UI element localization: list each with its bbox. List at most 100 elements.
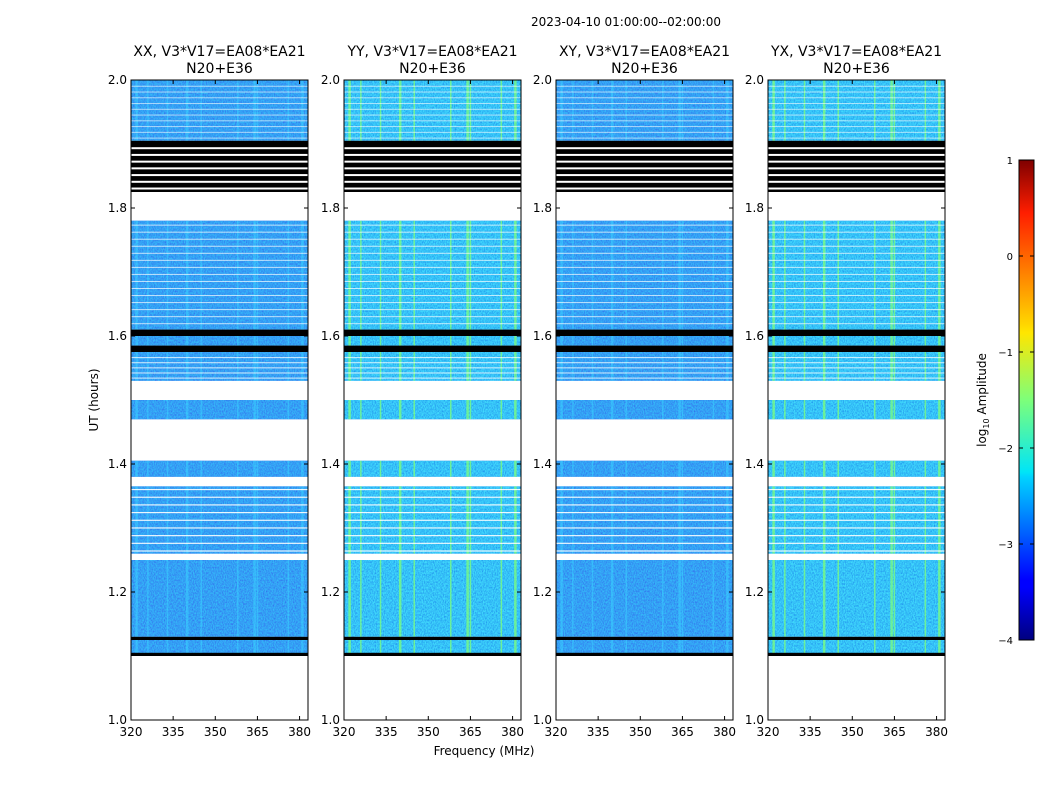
flag-line [768, 527, 945, 529]
flag-line [768, 372, 945, 374]
flag-line [344, 153, 521, 156]
flag-line [344, 238, 521, 240]
flag-line [556, 295, 733, 297]
flag-line [344, 295, 521, 297]
flag-line [556, 377, 733, 379]
flag-line [131, 160, 308, 163]
y-tick-label: 2.0 [321, 73, 340, 87]
x-tick-label: 320 [120, 725, 143, 739]
flag-line [131, 126, 308, 128]
flag-line [344, 367, 521, 369]
flag-line [556, 108, 733, 110]
flag-line [556, 245, 733, 247]
flag-line [344, 167, 521, 170]
flag-line [344, 519, 521, 521]
flag-line [344, 288, 521, 289]
flag-line [131, 167, 308, 170]
flag-line [556, 224, 733, 226]
flag-line [768, 512, 945, 514]
flag-line [344, 224, 521, 226]
flag-line [556, 302, 733, 304]
flag-line [556, 542, 733, 544]
flagged-band [768, 652, 945, 656]
panel-title: YY, V3*V17=EA08*EA21 [346, 44, 517, 60]
flag-line [131, 91, 308, 93]
flag-line [344, 372, 521, 374]
flag-line [768, 153, 945, 156]
flag-line [131, 180, 308, 183]
flag-line [768, 238, 945, 240]
flag-line [768, 377, 945, 379]
flag-line [768, 316, 945, 318]
flag-line [344, 245, 521, 247]
flag-line [344, 160, 521, 163]
flag-line [344, 550, 521, 552]
flag-line [768, 266, 945, 268]
y-tick-label: 1.0 [108, 713, 127, 727]
flag-line [131, 488, 308, 491]
flag-line [131, 527, 308, 529]
x-tick-label: 380 [288, 725, 311, 739]
panel-subtitle: N20+E36 [399, 61, 466, 77]
flag-line [344, 114, 521, 116]
flag-line [131, 259, 308, 261]
flag-line [556, 187, 733, 190]
flag-line [768, 91, 945, 93]
flag-line [556, 372, 733, 374]
flag-line [344, 174, 521, 177]
colorbar-tick-label: 0 [1007, 252, 1013, 263]
flag-line [556, 288, 733, 289]
flag-line [768, 167, 945, 170]
flag-line [556, 174, 733, 177]
flagged-band [768, 345, 945, 352]
colorbar-label-rest: Amplitude [975, 353, 989, 418]
x-tick-label: 335 [587, 725, 610, 739]
y-tick-label: 1.0 [321, 713, 340, 727]
panel-subtitle: N20+E36 [611, 61, 678, 77]
flag-line [344, 488, 521, 491]
x-tick-label: 335 [799, 725, 822, 739]
flag-line [131, 108, 308, 110]
panel-subtitle: N20+E36 [823, 61, 890, 77]
panel-subtitle: N20+E36 [186, 61, 253, 77]
flagged-band [344, 329, 521, 336]
flag-line [344, 542, 521, 544]
x-axis-label: Frequency (MHz) [434, 744, 535, 758]
flag-line [768, 309, 945, 311]
flag-line [556, 496, 733, 498]
y-tick-label: 1.8 [533, 201, 552, 215]
flag-line [556, 519, 733, 521]
flag-line [344, 180, 521, 183]
flag-line [556, 266, 733, 268]
flag-line [344, 252, 521, 254]
flag-line [344, 377, 521, 379]
flag-line [768, 131, 945, 133]
x-tick-label: 320 [545, 725, 568, 739]
flag-line [556, 180, 733, 183]
flag-line [768, 280, 945, 282]
flag-line [131, 535, 308, 537]
flag-line [131, 512, 308, 514]
flag-line [556, 280, 733, 282]
panel-frame [130, 79, 309, 721]
flag-line [556, 126, 733, 128]
flagged-band [344, 636, 521, 640]
flag-line [556, 147, 733, 150]
flag-line [768, 259, 945, 261]
flag-line [768, 367, 945, 369]
y-tick-label: 1.8 [108, 201, 127, 215]
flag-line [556, 357, 733, 359]
flagged-band [768, 636, 945, 640]
flag-line [768, 362, 945, 364]
flag-line [556, 535, 733, 537]
flagged-band [344, 652, 521, 656]
flag-line [131, 357, 308, 359]
flag-line [131, 231, 308, 233]
flag-line [556, 131, 733, 133]
flag-line [556, 504, 733, 506]
flag-line [768, 224, 945, 226]
flag-line [131, 114, 308, 116]
